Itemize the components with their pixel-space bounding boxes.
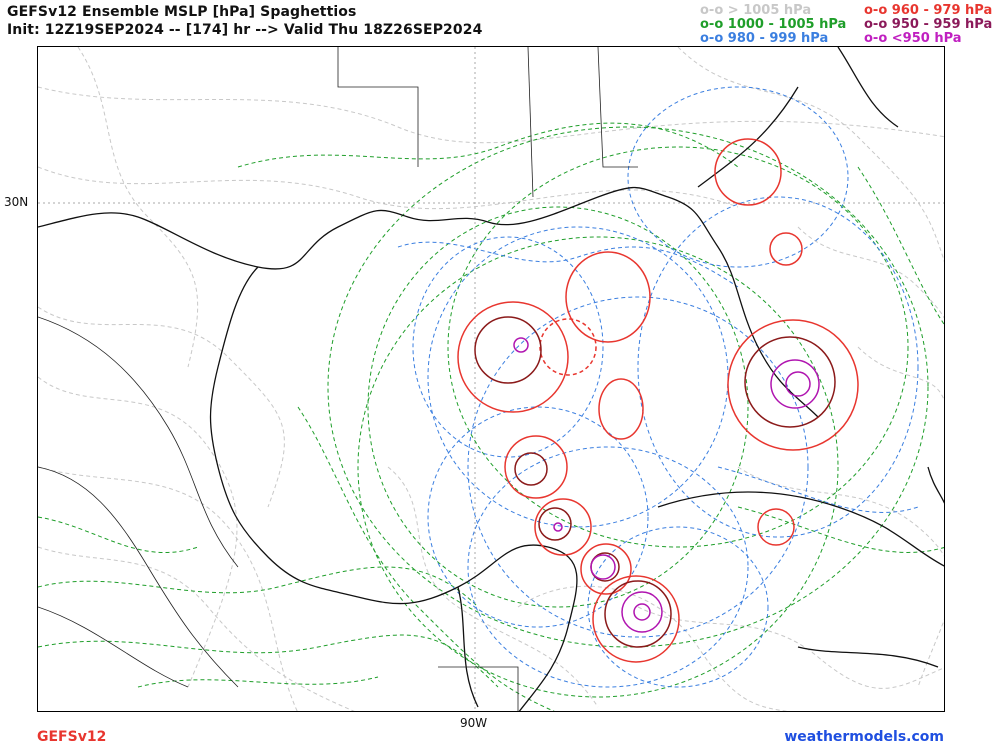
map-panel (37, 46, 945, 712)
legend-green: o-o 1000 - 1005 hPa (700, 17, 847, 32)
legend-right: o-o 960 - 979 hPa o-o 950 - 959 hPa o-o … (864, 4, 992, 46)
lat-label-30n: 30N (4, 195, 29, 209)
chart-title: GEFSv12 Ensemble MSLP [hPa] Spaghettios (7, 4, 357, 20)
legend-darkred: o-o 950 - 959 hPa (864, 17, 993, 32)
legend-blue: o-o 980 - 999 hPa (700, 31, 829, 46)
footer-site-link[interactable]: weathermodels.com (784, 729, 944, 745)
legend-left: o-o > 1005 hPa o-o 1000 - 1005 hPa o-o 9… (700, 4, 846, 46)
coastlines (38, 47, 944, 711)
isobars-purple (513, 337, 820, 633)
legend-purple: o-o <950 hPa (864, 31, 962, 46)
isobars-red (457, 138, 859, 663)
isobars-darkred (474, 316, 836, 648)
footer-model-label: GEFSv12 (37, 729, 107, 745)
lon-label-90w: 90W (460, 716, 488, 730)
map-canvas (38, 47, 944, 711)
legend-red: o-o 960 - 979 hPa (864, 3, 993, 18)
isobars-blue (397, 86, 919, 688)
borders (38, 47, 638, 711)
chart-init-valid: Init: 12Z19SEP2024 -- [174] hr --> Valid… (7, 22, 483, 38)
legend-gray: o-o > 1005 hPa (700, 3, 812, 18)
